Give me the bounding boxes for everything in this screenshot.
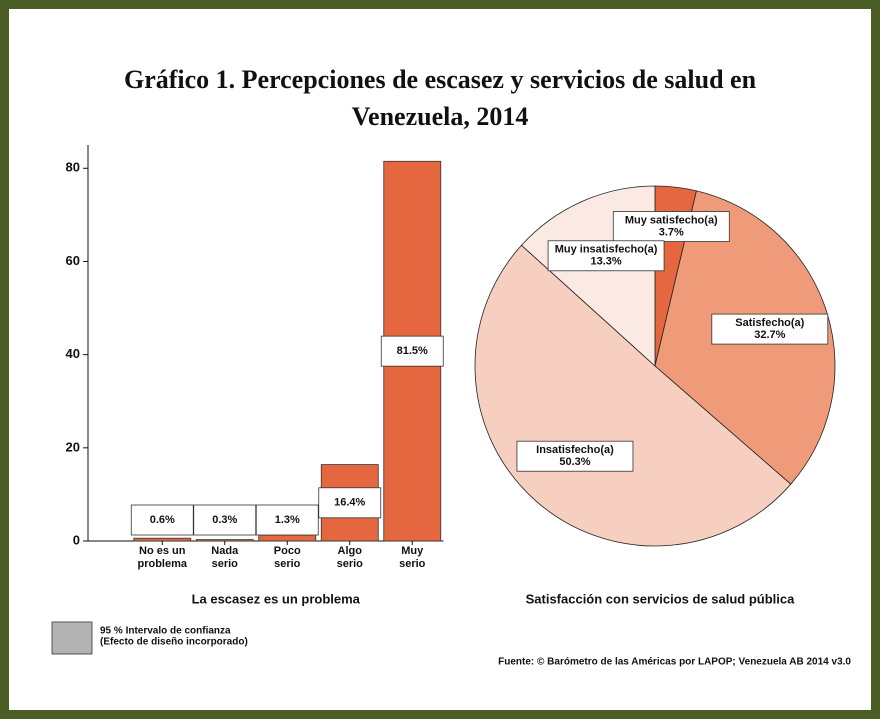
x-tick-label: serio xyxy=(337,558,364,570)
value-label-box xyxy=(193,504,257,536)
value-label-box xyxy=(130,504,194,536)
slice-label-box xyxy=(516,440,634,472)
legend-swatch xyxy=(51,621,93,655)
bar xyxy=(133,537,192,542)
slice-value: 3.7% xyxy=(659,226,684,238)
legend-text: 95 % Intervalo de confianza xyxy=(100,626,231,637)
value-label: 0.3% xyxy=(212,514,237,526)
x-tick-label: Nada xyxy=(211,545,239,557)
y-tick-label: 40 xyxy=(66,346,80,361)
slice-label: Insatisfecho(a) xyxy=(536,444,614,456)
slice-value: 13.3% xyxy=(590,256,621,268)
y-tick-label: 60 xyxy=(66,253,80,268)
slice-label-box xyxy=(547,240,665,272)
y-tick-label: 0 xyxy=(73,532,80,547)
legend-text: (Efecto de diseño incorporado) xyxy=(100,637,248,648)
x-axis-title: La escasez es un problema xyxy=(192,591,361,606)
y-tick-label: 80 xyxy=(66,160,80,175)
chart-title: Gráfico 1. Percepciones de escasez y ser… xyxy=(123,65,757,131)
value-label-box xyxy=(380,335,444,367)
y-tick-label: 20 xyxy=(66,439,80,454)
bar xyxy=(195,539,254,542)
x-tick-label: No es un xyxy=(139,545,186,557)
value-label-box xyxy=(318,487,382,519)
x-tick-label: problema xyxy=(137,558,187,570)
value-label: 16.4% xyxy=(334,497,365,509)
x-tick-label: serio xyxy=(274,558,301,570)
x-tick-label: Algo xyxy=(338,545,363,557)
bar xyxy=(258,534,317,542)
slice-label: Muy insatisfecho(a) xyxy=(555,244,658,256)
slice-value: 50.3% xyxy=(559,456,590,468)
slice-label-box xyxy=(612,211,730,242)
value-label: 0.6% xyxy=(150,514,175,526)
slice-value: 32.7% xyxy=(754,329,785,341)
value-label: 81.5% xyxy=(397,345,428,357)
slice-label: Muy satisfecho(a) xyxy=(625,214,718,226)
x-tick-label: Poco xyxy=(274,545,301,557)
x-tick-label: serio xyxy=(399,558,426,570)
value-label-box xyxy=(255,504,319,536)
slice-label-box xyxy=(711,313,829,345)
source: Fuente: © Barómetro de las Américas por … xyxy=(498,657,851,668)
slice-label: Satisfecho(a) xyxy=(735,317,804,329)
x-axis-title: Satisfacción con servicios de salud públ… xyxy=(526,591,796,606)
x-tick-label: Muy xyxy=(401,545,424,557)
x-tick-label: serio xyxy=(212,558,239,570)
value-label: 1.3% xyxy=(275,514,300,526)
